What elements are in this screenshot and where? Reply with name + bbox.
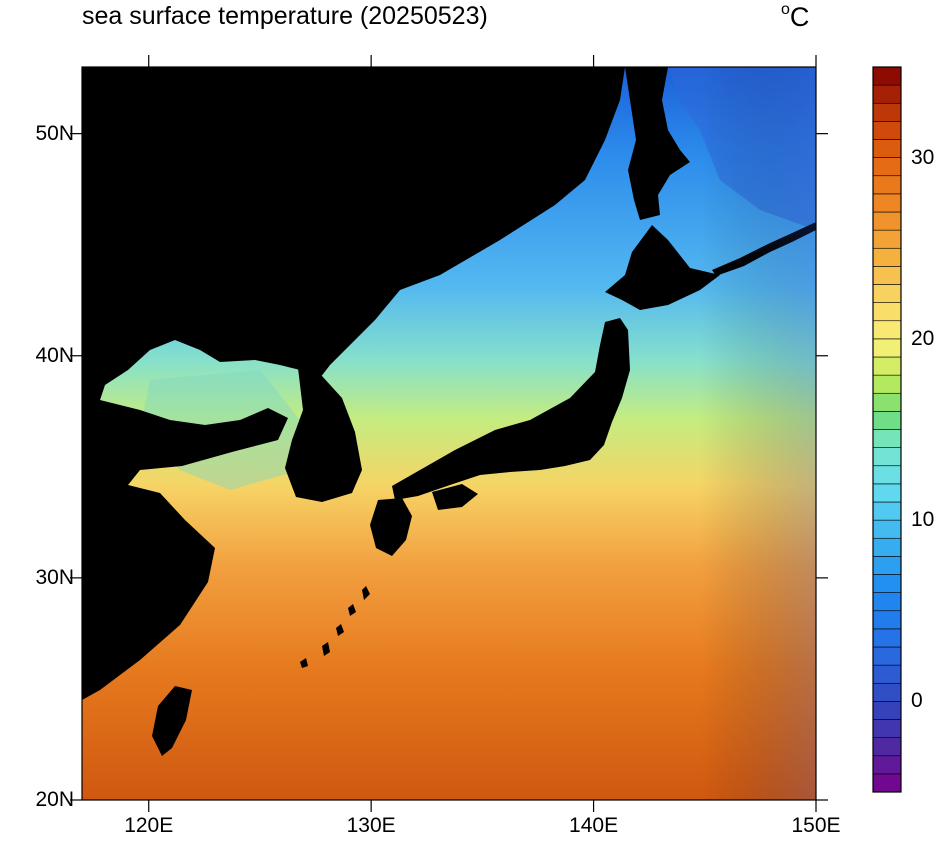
colorbar-segment — [872, 211, 902, 231]
colorbar-segment — [872, 266, 902, 285]
colorbar — [872, 66, 902, 793]
colorbar-segment — [872, 139, 902, 158]
colorbar-segment — [872, 374, 902, 394]
land-korea — [285, 368, 362, 502]
colorbar-tick-label: 0 — [911, 689, 923, 713]
lon-tick-label: 130E — [346, 814, 396, 837]
colorbar-segment — [872, 284, 902, 303]
colorbar-segment — [872, 411, 902, 430]
land-sakhalin — [625, 67, 690, 220]
colorbar-segment — [872, 320, 902, 340]
colorbar-tick-label: 30 — [911, 145, 935, 169]
colorbar-segment — [872, 701, 902, 720]
lat-tick-label: 20N — [35, 788, 74, 811]
colorbar-segment — [872, 356, 902, 376]
degree-symbol: o — [781, 1, 790, 18]
colorbar-segment — [872, 429, 902, 448]
land-ryukyu-islands — [300, 586, 370, 668]
colorbar-segment — [872, 338, 902, 358]
colorbar-segment — [872, 447, 902, 467]
east-tint — [700, 67, 816, 800]
map-frame — [81, 66, 817, 801]
colorbar-segment — [872, 519, 902, 539]
colorbar-segment — [872, 610, 902, 630]
chart-title: sea surface temperature (20250523) — [82, 2, 488, 30]
units-label: oC — [781, 1, 810, 33]
colorbar-segment — [872, 175, 902, 195]
lon-tick-label: 150E — [791, 814, 841, 837]
colorbar-segment — [872, 193, 902, 213]
colorbar-segment — [872, 501, 902, 521]
land-hokkaido — [605, 225, 720, 310]
colorbar-segment — [872, 556, 902, 575]
unit-letter: C — [789, 2, 810, 32]
land-kyushu — [370, 498, 412, 556]
colorbar-segment — [872, 392, 902, 412]
colorbar-segment — [872, 66, 902, 86]
colorbar-tick-label: 10 — [911, 508, 935, 532]
colorbar-segment — [872, 465, 902, 485]
colorbar-tick-label: 20 — [911, 326, 935, 350]
colorbar-segment — [872, 483, 902, 503]
colorbar-segment — [872, 302, 902, 322]
land-mainland — [82, 67, 625, 700]
colorbar-segment — [872, 574, 902, 593]
colorbar-segment — [872, 247, 902, 267]
colorbar-segment — [872, 102, 902, 122]
colorbar-segment — [872, 646, 902, 666]
colorbar-segment — [872, 157, 902, 177]
colorbar-segment — [872, 628, 902, 648]
colorbar-segment — [872, 682, 902, 702]
lat-tick-label: 40N — [35, 343, 74, 367]
land-honshu — [392, 318, 630, 500]
map-ticks — [70, 55, 828, 812]
lon-tick-label: 120E — [124, 814, 174, 837]
land-taiwan — [152, 686, 192, 756]
colorbar-frame — [872, 66, 902, 793]
lat-tick-label: 50N — [35, 121, 74, 145]
colorbar-segment — [872, 755, 902, 775]
land-shikoku — [432, 484, 478, 510]
colorbar-segment — [872, 773, 902, 793]
colorbar-segment — [872, 592, 902, 612]
colorbar-segment — [872, 229, 902, 249]
colorbar-segment — [872, 537, 902, 557]
colorbar-segment — [872, 719, 902, 738]
colorbar-segment — [872, 737, 902, 757]
lat-tick-label: 30N — [35, 565, 74, 589]
colorbar-segment — [872, 664, 902, 684]
lon-tick-label: 140E — [569, 814, 619, 837]
colorbar-segment — [872, 84, 902, 104]
colorbar-segment — [872, 121, 902, 140]
